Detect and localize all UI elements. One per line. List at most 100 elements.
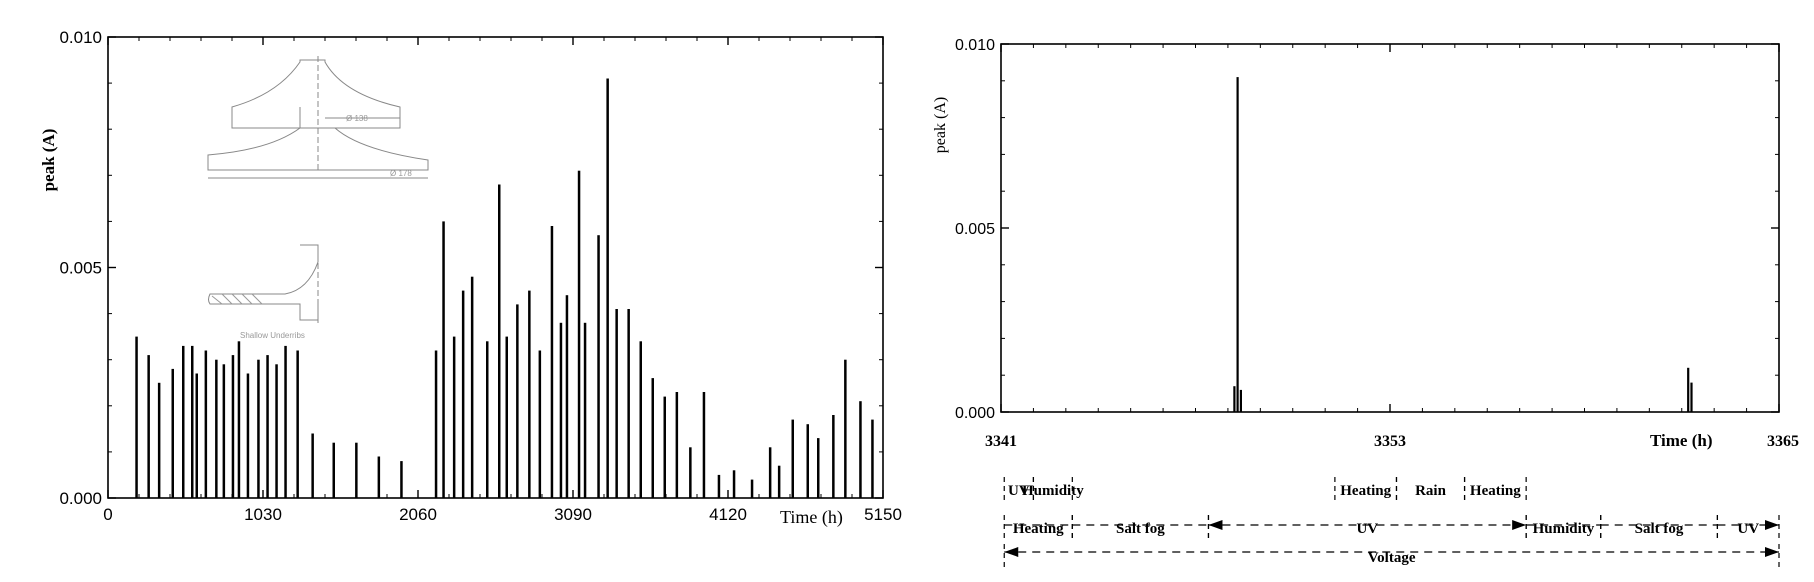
inset-label-d138: Ø 138	[346, 114, 368, 123]
x-tick-label: 2060	[399, 505, 437, 524]
bar	[768, 447, 772, 498]
x-tick-label: 3090	[554, 505, 592, 524]
cycle-arrowhead	[1765, 547, 1779, 557]
bar	[791, 419, 794, 498]
bar	[565, 295, 569, 498]
cycle-segment-label: Rain	[1415, 483, 1447, 499]
cycle-segment-label: Heating	[1470, 483, 1521, 499]
x-tick-label: 1030	[244, 505, 282, 524]
bar	[651, 378, 654, 498]
cycle-arrowhead	[1512, 520, 1527, 530]
bar	[817, 438, 820, 498]
bar	[777, 465, 781, 498]
bar	[859, 401, 862, 498]
bar	[832, 415, 835, 498]
bar	[135, 336, 138, 498]
bar	[275, 364, 278, 498]
bar	[257, 359, 260, 498]
bar	[157, 382, 161, 499]
right-chart: 0.000 0.005 0.010 3341 3353 3365 peak (A) Ti…	[932, 37, 1799, 568]
right-y-axis: 0.000 0.005 0.010	[955, 37, 1779, 422]
cycle-segment-label: UV	[1737, 521, 1759, 537]
bar	[806, 424, 809, 498]
cycle-segment-label: UV	[1008, 483, 1030, 499]
bar	[597, 235, 600, 498]
bar	[627, 309, 630, 498]
inset-label-shallow-underribs: Shallow Underribs	[240, 331, 305, 340]
insulator-underrib-hatch	[211, 293, 263, 305]
bar	[606, 78, 609, 498]
bar	[1239, 389, 1242, 412]
bar	[171, 368, 174, 498]
bar	[284, 345, 287, 498]
cycle-segment-label: Heating	[1340, 483, 1391, 499]
cycle-segment-label: Salt fog	[1635, 521, 1684, 537]
bar	[615, 309, 618, 498]
y-tick-label: 0.005	[59, 259, 102, 278]
bar	[355, 442, 358, 498]
y-tick-label: 0.005	[955, 221, 995, 238]
left-x-axis-label: Time (h)	[780, 507, 843, 528]
x-tick-label: 3341	[985, 433, 1017, 450]
bar	[1687, 367, 1690, 412]
bar	[182, 345, 185, 498]
bar	[1690, 382, 1693, 412]
cycle-segment-label: Salt fog	[1116, 521, 1165, 537]
insulator-lower-shed	[207, 127, 429, 171]
bar	[452, 336, 456, 498]
bar	[400, 461, 403, 498]
y-tick-label: 0.000	[59, 489, 102, 508]
bar	[559, 322, 563, 498]
bar	[195, 373, 198, 498]
inset-label-d178: Ø 178	[390, 169, 412, 178]
bar	[147, 355, 150, 498]
x-tick-label: 3353	[1374, 433, 1406, 450]
bar	[663, 396, 666, 498]
cycle-segment-label: Humidity	[1022, 483, 1084, 499]
bar	[204, 350, 208, 498]
bar	[377, 456, 381, 498]
bar	[461, 290, 465, 498]
bar	[498, 184, 501, 498]
bar	[1233, 386, 1236, 412]
bar	[215, 359, 218, 498]
left-bars	[135, 78, 874, 499]
y-tick-label: 0.000	[955, 405, 995, 422]
right-plot-frame	[1000, 43, 1780, 413]
x-tick-label: 3365	[1767, 433, 1799, 450]
bar	[486, 341, 489, 498]
left-y-axis-label: peak (A)	[39, 129, 58, 192]
bar	[675, 392, 679, 498]
bar	[222, 364, 226, 498]
right-y-axis-label: peak (A)	[932, 97, 949, 153]
cycle-arrowhead	[1208, 520, 1223, 530]
right-x-axis: 3341 3353 3365	[985, 44, 1799, 450]
x-tick-label: 4120	[709, 505, 747, 524]
bar	[639, 341, 642, 498]
cycle-segment-label: UV	[1356, 521, 1378, 537]
x-tick-label: 0	[103, 505, 112, 524]
cycle-arrowhead	[1765, 520, 1779, 530]
bar	[237, 341, 241, 498]
left-x-axis: 0 1030 2060 3090 4120 5150	[103, 37, 902, 524]
cycle-segment-label: Heating	[1013, 521, 1064, 537]
bar	[442, 221, 445, 498]
bar	[550, 226, 554, 498]
bar	[750, 479, 754, 498]
insulator-inset-drawing: Ø 138 Ø 178 Shallow Underribs	[207, 56, 429, 340]
bar	[577, 170, 581, 498]
bar	[844, 359, 847, 498]
y-tick-label: 0.010	[59, 28, 102, 47]
bar	[191, 345, 194, 498]
bar	[583, 322, 587, 498]
bar	[516, 304, 519, 498]
bar	[538, 350, 542, 498]
left-chart: 0.000 0.005 0.010 0 1030 2060 3090 4120 5150 pe…	[39, 28, 902, 528]
y-tick-label: 0.010	[955, 37, 995, 54]
insulator-small-body	[208, 244, 319, 321]
x-tick-label: 5150	[864, 505, 902, 524]
bar	[505, 336, 508, 498]
bar	[702, 392, 706, 498]
bar	[332, 442, 335, 498]
